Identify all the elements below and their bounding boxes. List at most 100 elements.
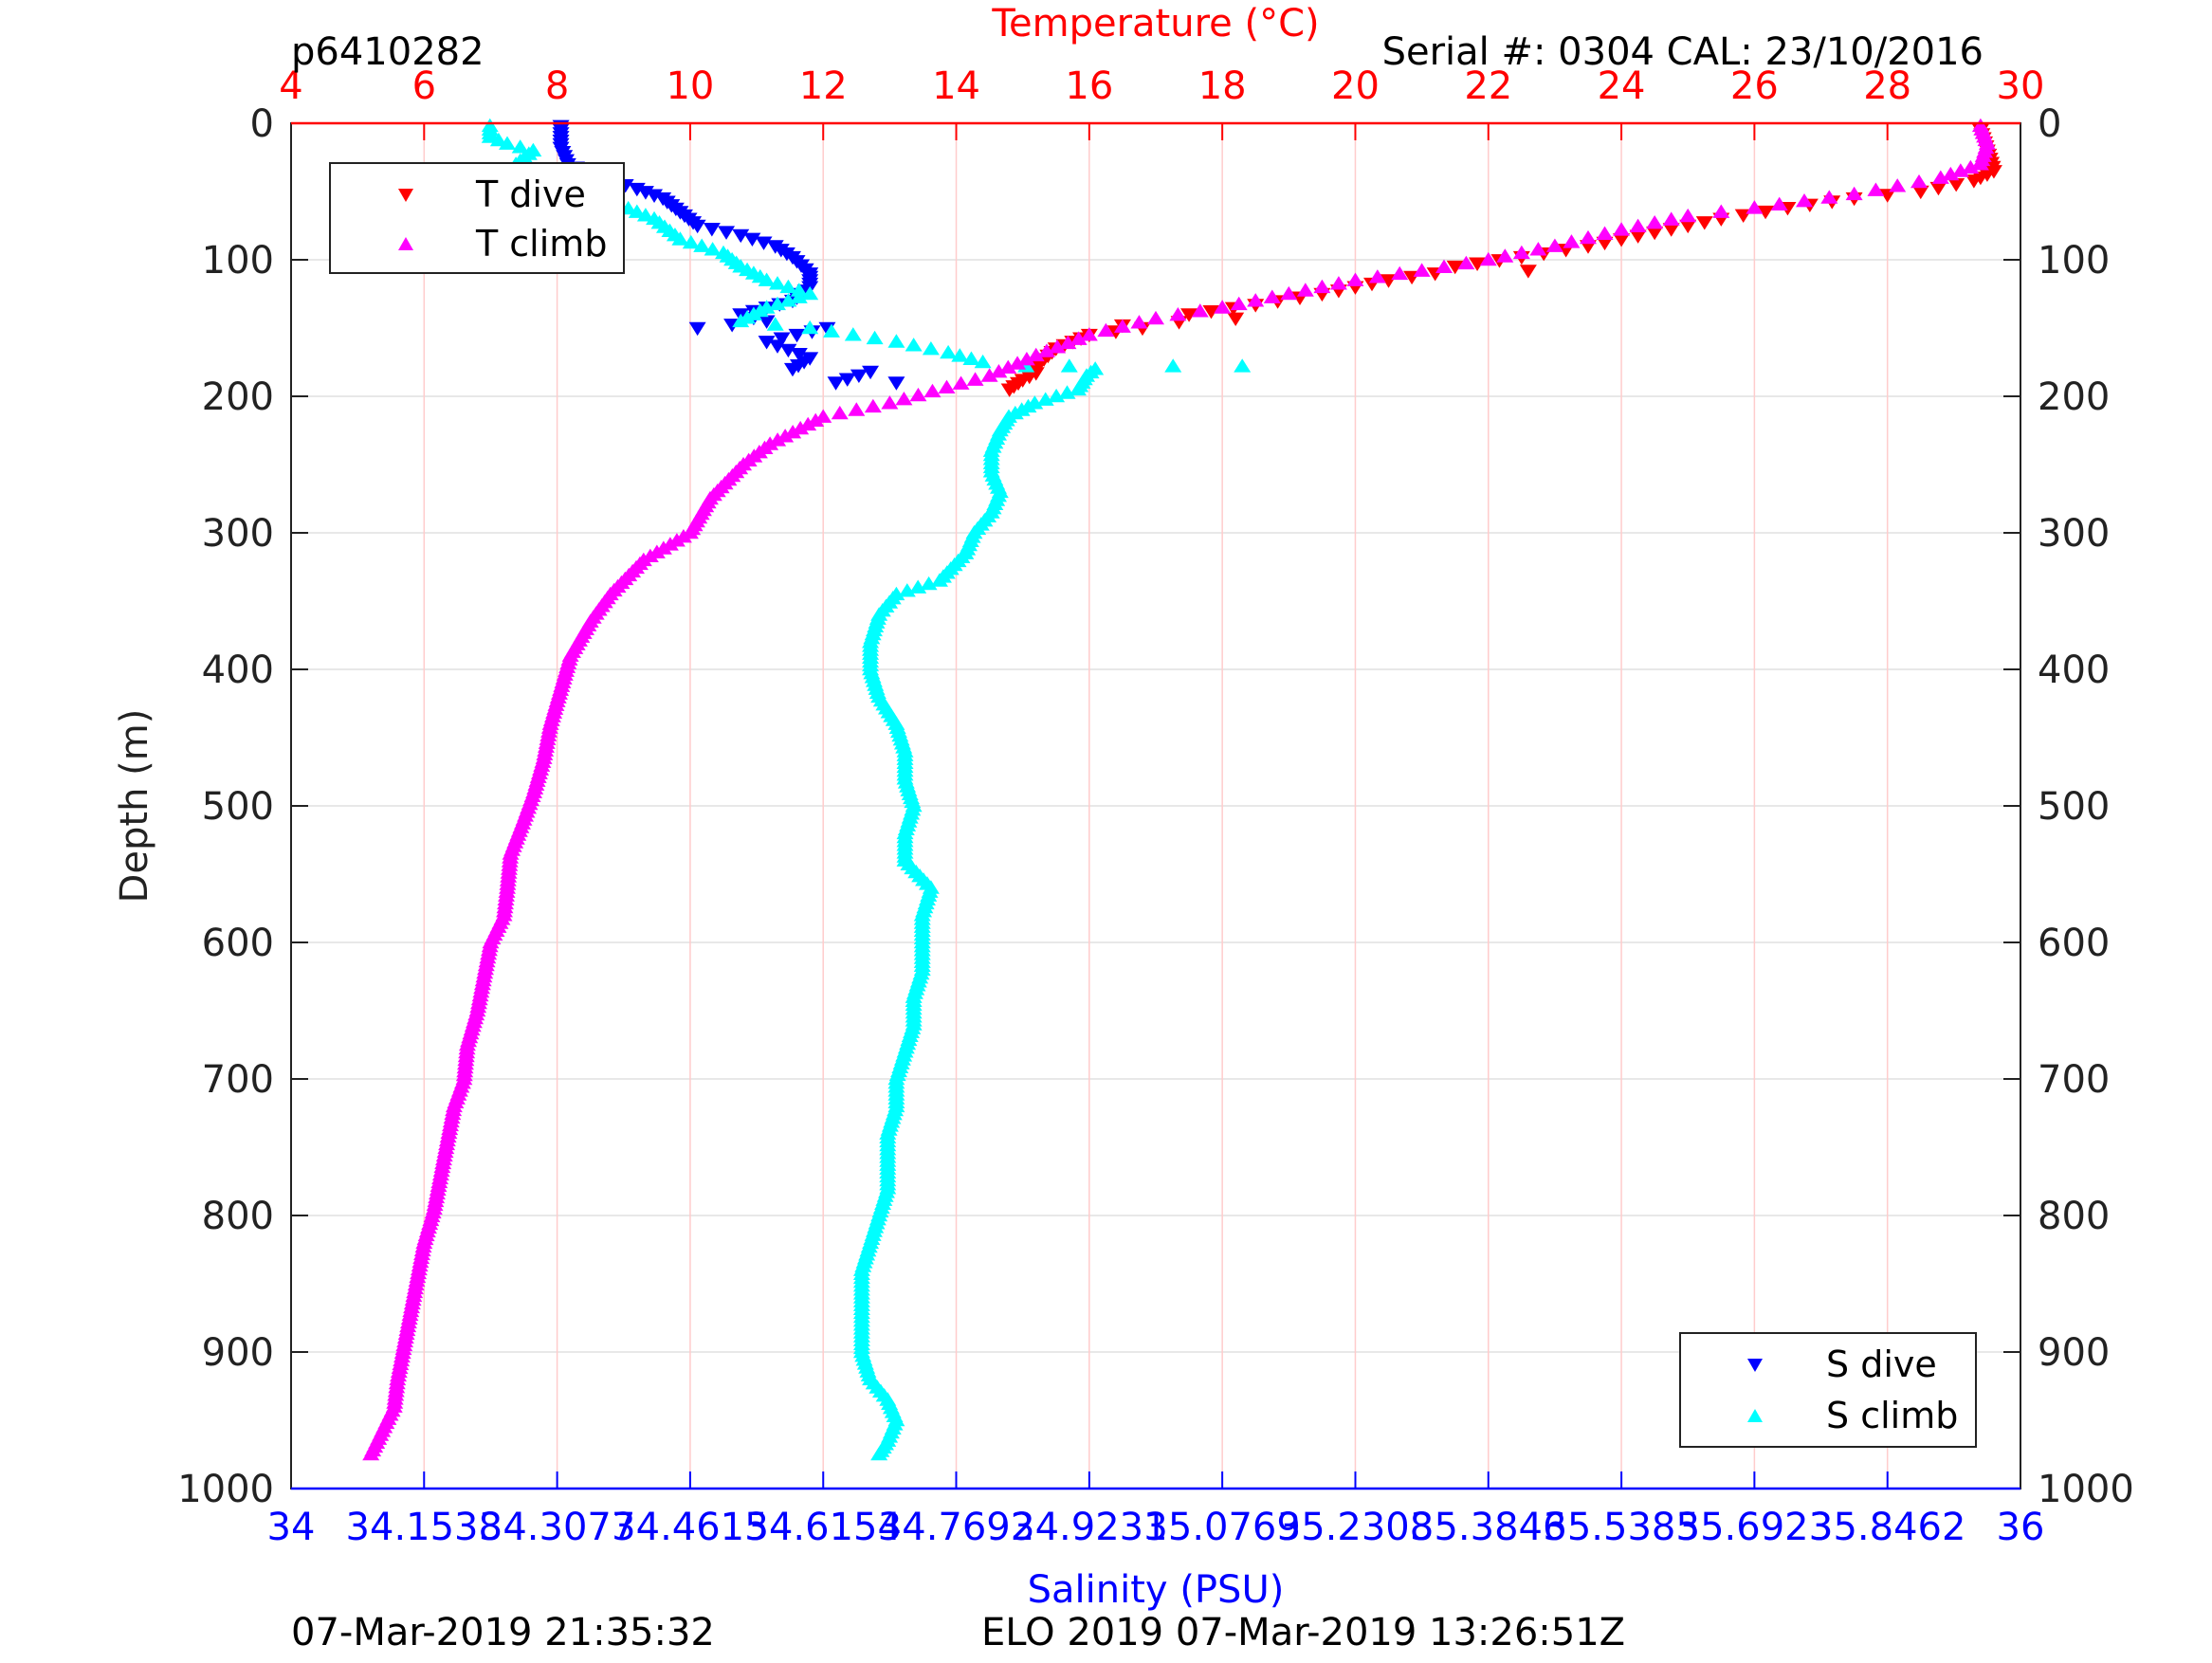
- data-point: [1613, 222, 1631, 236]
- data-point: [1878, 189, 1896, 203]
- data-point: [850, 369, 868, 384]
- depth-tick-label-left: 800: [202, 1195, 274, 1238]
- data-point: [974, 354, 992, 369]
- data-point: [1097, 322, 1115, 338]
- data-point: [838, 373, 856, 387]
- data-point: [1931, 170, 1949, 184]
- temperature-tick-label: 14: [932, 64, 980, 108]
- data-point: [952, 375, 970, 390]
- data-point: [1346, 272, 1364, 286]
- salinity-tick-label: 34.3077: [479, 1506, 635, 1549]
- data-point: [489, 132, 507, 147]
- data-point: [499, 136, 516, 150]
- data-point: [909, 579, 927, 594]
- temperature-axis-label: Temperature (°C): [991, 2, 1319, 46]
- data-point: [1069, 381, 1087, 396]
- data-point: [511, 139, 529, 154]
- temperature-tick-label: 22: [1464, 64, 1512, 108]
- data-point: [801, 320, 819, 335]
- series-layer: [362, 118, 2002, 1461]
- depth-tick-label-right: 900: [2038, 1331, 2110, 1375]
- legend-salinity: S dive S climb: [1679, 1332, 1977, 1448]
- data-point: [844, 327, 862, 341]
- data-point: [1845, 186, 1863, 201]
- data-point: [779, 343, 797, 358]
- data-point: [887, 334, 905, 348]
- data-point: [1580, 229, 1597, 245]
- depth-tick-label-left: 400: [202, 649, 274, 692]
- data-point: [1080, 327, 1098, 341]
- data-point: [823, 323, 840, 338]
- data-point: [481, 129, 499, 143]
- depth-tick-label-right: 100: [2038, 239, 2110, 283]
- data-point: [755, 236, 773, 250]
- temperature-tick-label: 26: [1730, 64, 1779, 108]
- footer-center-text: ELO 2019 07-Mar-2019 13:26:51Z: [981, 1611, 1625, 1654]
- series-t-dive: [1000, 123, 2002, 397]
- series-t-climb: [362, 118, 1996, 1461]
- salinity-tick-label: 34.6154: [745, 1506, 902, 1549]
- data-point: [1942, 166, 1960, 181]
- data-point: [898, 583, 916, 597]
- depth-tick-label-left: 0: [250, 102, 274, 146]
- data-point: [758, 272, 776, 286]
- legend-temperature: T dive T climb: [329, 162, 625, 274]
- data-point: [732, 228, 750, 244]
- data-point: [688, 321, 706, 337]
- salinity-tick-label: 36: [1997, 1506, 2045, 1549]
- data-point: [962, 351, 980, 365]
- data-point: [1796, 192, 1813, 208]
- data-point: [769, 339, 786, 354]
- data-point: [1060, 358, 1078, 373]
- data-point: [1947, 178, 1965, 192]
- data-point: [1296, 283, 1314, 297]
- salinity-axis-label: Salinity (PSU): [1028, 1568, 1285, 1612]
- data-point: [1180, 308, 1198, 322]
- data-point: [790, 348, 808, 362]
- data-point: [1479, 251, 1497, 266]
- data-point: [1695, 216, 1713, 230]
- data-point: [758, 336, 776, 350]
- data-point: [682, 234, 700, 249]
- data-point: [1545, 238, 1563, 252]
- data-point: [980, 368, 998, 382]
- data-point: [1058, 385, 1076, 399]
- data-point: [1446, 260, 1464, 275]
- depth-tick-label-right: 800: [2038, 1195, 2110, 1238]
- data-point: [1929, 181, 1947, 196]
- data-point: [766, 317, 784, 331]
- data-point: [688, 219, 706, 234]
- temperature-tick-label: 16: [1065, 64, 1113, 108]
- data-point: [895, 391, 913, 406]
- data-point: [990, 363, 1008, 378]
- data-point: [1889, 178, 1907, 192]
- depth-tick-label-right: 300: [2038, 512, 2110, 556]
- depth-tick-label-left: 500: [202, 785, 274, 829]
- salinity-tick-label: 35.8462: [1809, 1506, 1965, 1549]
- data-point: [1911, 185, 1929, 200]
- data-point: [1435, 259, 1453, 273]
- data-point: [790, 289, 808, 303]
- data-point: [628, 204, 646, 218]
- data-point: [362, 1446, 380, 1461]
- salinity-tick-label: 35.3846: [1410, 1506, 1566, 1549]
- data-point: [1646, 226, 1664, 241]
- data-point: [769, 276, 786, 290]
- data-point: [1202, 304, 1220, 320]
- salinity-tick-label: 35.0769: [1143, 1506, 1300, 1549]
- data-point: [1037, 343, 1055, 357]
- temperature-tick-label: 30: [1997, 64, 2045, 108]
- data-point: [801, 285, 819, 301]
- data-point: [862, 365, 880, 380]
- depth-tick-label-left: 100: [202, 239, 274, 283]
- data-point: [1227, 312, 1245, 327]
- data-point: [1529, 242, 1547, 256]
- data-point: [1757, 205, 1775, 220]
- temperature-tick-label: 12: [799, 64, 848, 108]
- depth-tick-label-right: 200: [2038, 375, 2110, 419]
- data-point: [881, 395, 899, 410]
- depth-tick-label-left: 600: [202, 922, 274, 965]
- salinity-tick-label: 34: [267, 1506, 316, 1549]
- legend-s-climb-marker: [1747, 1409, 1763, 1422]
- salinity-tick-label: 34.1538: [346, 1506, 503, 1549]
